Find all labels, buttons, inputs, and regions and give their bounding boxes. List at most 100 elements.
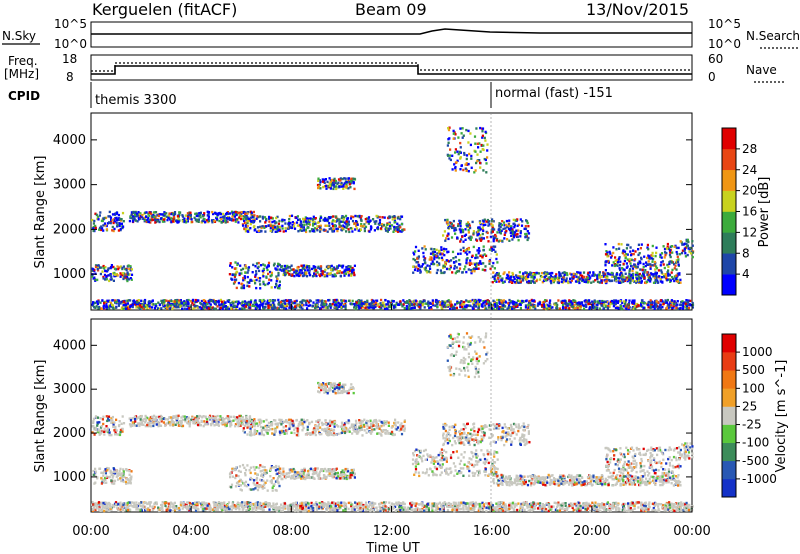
power-cell — [451, 250, 455, 254]
power-cell — [209, 306, 212, 309]
power-cell — [647, 279, 650, 282]
power-cell — [578, 277, 581, 281]
power-cell — [485, 162, 488, 165]
velocity-cell — [101, 471, 104, 475]
power-cell — [485, 302, 488, 305]
power-cell — [481, 268, 484, 271]
power-cell — [627, 243, 630, 247]
power-cell — [626, 305, 629, 308]
power-cell — [375, 304, 378, 307]
power-cell — [363, 302, 366, 306]
power-cell — [519, 218, 522, 221]
power-cell — [508, 271, 511, 274]
power-cell — [236, 305, 239, 308]
power-cell — [492, 299, 495, 302]
power-cell — [509, 280, 512, 284]
velocity-cell — [206, 420, 209, 424]
power-cell — [172, 212, 175, 215]
velocity-cell — [234, 423, 237, 426]
power-cell — [452, 219, 455, 223]
power-cell — [413, 253, 416, 256]
power-cell — [113, 267, 117, 270]
power-cell — [148, 211, 151, 214]
power-cell — [289, 221, 292, 225]
power-cell — [673, 279, 676, 283]
power-cell — [199, 216, 202, 219]
power-cell — [661, 306, 664, 309]
power-cell — [629, 250, 632, 253]
power-cell — [546, 272, 549, 275]
power-cell — [361, 302, 364, 305]
power-cell — [499, 229, 502, 232]
power-cell — [338, 302, 342, 305]
power-cell — [680, 241, 683, 244]
power-cell — [202, 215, 205, 218]
power-cell — [383, 303, 386, 307]
velocity-cell — [133, 424, 136, 427]
power-cell — [465, 169, 468, 172]
power-cell — [351, 271, 354, 274]
power-cell — [519, 300, 522, 303]
velocity-cell — [112, 479, 115, 483]
power-cell — [272, 264, 276, 267]
power-cell — [549, 276, 552, 279]
power-cell — [117, 304, 120, 307]
power-cell — [500, 305, 503, 309]
power-cell — [604, 253, 608, 256]
power-cell — [285, 265, 288, 268]
power-cell — [470, 236, 473, 239]
power-cell — [689, 246, 692, 250]
nave-label: Nave — [746, 63, 777, 77]
power-ytick-label: 1000 — [53, 267, 86, 282]
power-cell — [551, 306, 554, 309]
power-cell — [424, 248, 427, 251]
power-cell — [183, 217, 186, 220]
power-cell — [228, 299, 231, 302]
station-title: Kerguelen (fitACF) — [92, 0, 237, 19]
power-cell — [514, 305, 517, 308]
power-cell — [105, 278, 108, 281]
power-cell — [582, 271, 586, 274]
velocity-cell — [248, 416, 251, 419]
power-cell — [493, 228, 496, 231]
power-cell — [283, 306, 286, 310]
power-cell — [469, 226, 472, 230]
power-cell — [344, 185, 347, 188]
power-cell — [458, 228, 461, 231]
power-cell — [605, 281, 608, 285]
power-cell — [237, 221, 240, 224]
velocity-cell — [105, 481, 108, 484]
power-cell — [414, 299, 417, 302]
velocity-cell — [174, 423, 177, 426]
power-cell — [114, 217, 118, 220]
power-cell — [255, 217, 258, 220]
power-cell — [110, 218, 113, 221]
power-cell — [502, 272, 505, 276]
power-cell — [484, 265, 487, 268]
power-cell — [570, 279, 573, 282]
power-cell — [501, 239, 504, 243]
power-cell — [318, 183, 321, 186]
power-cell — [630, 273, 633, 277]
power-cell — [357, 302, 360, 305]
power-cell — [530, 303, 533, 307]
power-cell — [649, 299, 652, 302]
power-cell — [172, 217, 175, 221]
power-cell — [396, 222, 399, 225]
power-colorbar-tick-label: 4 — [742, 267, 750, 281]
power-cell — [495, 239, 498, 242]
power-cell — [158, 213, 161, 216]
power-cell — [243, 278, 246, 282]
power-cell — [441, 300, 444, 303]
power-cell — [487, 304, 490, 308]
power-cell — [581, 278, 584, 282]
power-cell — [285, 269, 288, 273]
nave-tick-top: 60 — [708, 52, 723, 66]
power-cell — [400, 303, 403, 306]
power-cell — [344, 268, 347, 271]
power-cell — [331, 224, 335, 228]
power-cell — [125, 273, 128, 276]
power-cell — [130, 268, 133, 271]
power-cell — [486, 231, 489, 235]
